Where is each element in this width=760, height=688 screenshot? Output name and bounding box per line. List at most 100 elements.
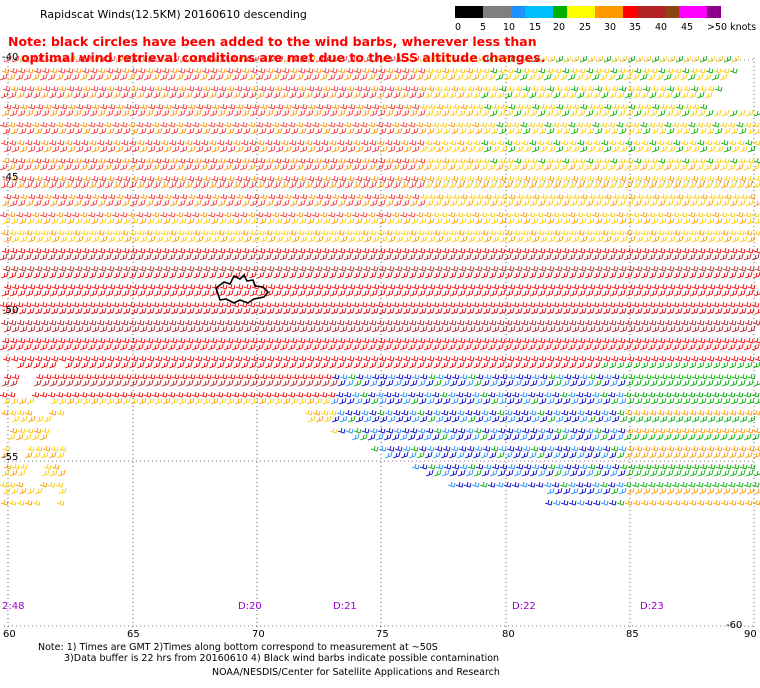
wind-barb <box>51 463 60 470</box>
wind-barb <box>153 289 162 297</box>
wind-barb <box>442 85 451 92</box>
wind-barb <box>258 127 267 135</box>
wind-barb <box>331 325 340 333</box>
wind-barb <box>306 307 315 315</box>
wind-barb <box>321 379 330 387</box>
wind-barb <box>255 73 264 81</box>
wind-barb <box>387 103 396 110</box>
wind-barb <box>720 361 729 369</box>
wind-barb <box>687 211 696 218</box>
wind-barb <box>351 163 360 171</box>
wind-barb <box>265 379 274 387</box>
wind-barb <box>641 337 650 344</box>
wind-barb <box>519 343 528 351</box>
wind-barb <box>488 451 497 459</box>
wind-barb <box>91 373 100 380</box>
wind-barb <box>511 391 520 398</box>
wind-barb <box>336 319 345 326</box>
wind-barb <box>560 319 569 326</box>
wind-barb <box>224 91 233 99</box>
wind-barb <box>559 301 568 308</box>
wind-barb <box>51 235 60 243</box>
wind-barb <box>383 211 392 218</box>
wind-barb <box>179 193 188 200</box>
wind-barb <box>50 175 59 182</box>
wind-barb <box>48 451 57 459</box>
wind-barb <box>223 253 232 261</box>
wind-barb <box>697 337 706 344</box>
wind-barb <box>264 361 273 369</box>
wind-barb <box>655 343 664 351</box>
wind-barb <box>514 217 523 225</box>
wind-barb <box>200 361 209 369</box>
wind-barb <box>490 265 499 272</box>
wind-barb <box>304 409 313 416</box>
wind-barb <box>73 199 82 207</box>
wind-barb <box>355 103 364 110</box>
wind-barb <box>610 217 619 225</box>
wind-barb <box>711 343 720 351</box>
wind-barb <box>82 217 91 225</box>
wind-barb <box>448 451 457 459</box>
wind-barb <box>385 199 394 207</box>
wind-barb <box>384 91 393 99</box>
wind-barb <box>99 55 108 63</box>
wind-barb <box>315 373 324 380</box>
wind-barb <box>215 73 224 81</box>
wind-barb <box>723 325 732 333</box>
wind-barb <box>441 379 450 387</box>
wind-barb <box>115 373 124 380</box>
wind-barb <box>8 319 17 326</box>
wind-barb <box>353 337 362 344</box>
wind-barb <box>376 229 385 236</box>
wind-barb <box>753 110 760 117</box>
wind-barb <box>363 193 372 200</box>
wind-barb <box>730 217 739 225</box>
wind-barb <box>655 163 664 171</box>
wind-barb <box>675 55 684 63</box>
wind-barb <box>679 211 688 218</box>
wind-barb <box>216 139 225 146</box>
wind-barb <box>595 235 604 243</box>
wind-barb <box>505 199 514 207</box>
wind-barb <box>175 343 184 351</box>
map-grid <box>4 58 756 628</box>
wind-barb <box>42 127 51 135</box>
wind-barb <box>186 175 195 182</box>
wind-barb <box>250 175 259 182</box>
wind-barb <box>712 409 721 416</box>
wind-barb <box>675 325 684 333</box>
wind-barb <box>570 397 579 405</box>
wind-barb <box>663 121 672 128</box>
wind-barb <box>257 199 266 207</box>
wind-barb <box>256 319 265 326</box>
wind-barb <box>281 337 290 344</box>
wind-barb <box>682 265 691 272</box>
wind-barb <box>432 271 441 279</box>
wind-barb <box>65 379 74 387</box>
wind-barb <box>697 199 706 207</box>
wind-barb <box>617 109 626 117</box>
wind-barb <box>520 361 529 369</box>
wind-barb <box>528 181 537 189</box>
wind-barb <box>499 55 508 63</box>
wind-barb <box>344 361 353 369</box>
wind-barb <box>227 235 236 243</box>
wind-barb <box>129 379 138 387</box>
wind-barb <box>79 73 88 81</box>
wind-barb <box>633 199 642 207</box>
wind-barb <box>727 391 736 398</box>
wind-barb <box>682 217 691 225</box>
wind-barb <box>159 163 168 171</box>
wind-barb <box>699 193 708 200</box>
wind-barb <box>737 157 746 164</box>
wind-barb <box>522 445 531 452</box>
wind-barb <box>223 211 232 218</box>
legend-swatch <box>525 6 539 18</box>
wind-barb <box>315 283 324 290</box>
wind-barb <box>719 481 728 488</box>
wind-barb <box>200 229 209 236</box>
wind-barb <box>184 361 193 369</box>
wind-barb <box>515 55 524 63</box>
wind-barb <box>329 157 338 164</box>
